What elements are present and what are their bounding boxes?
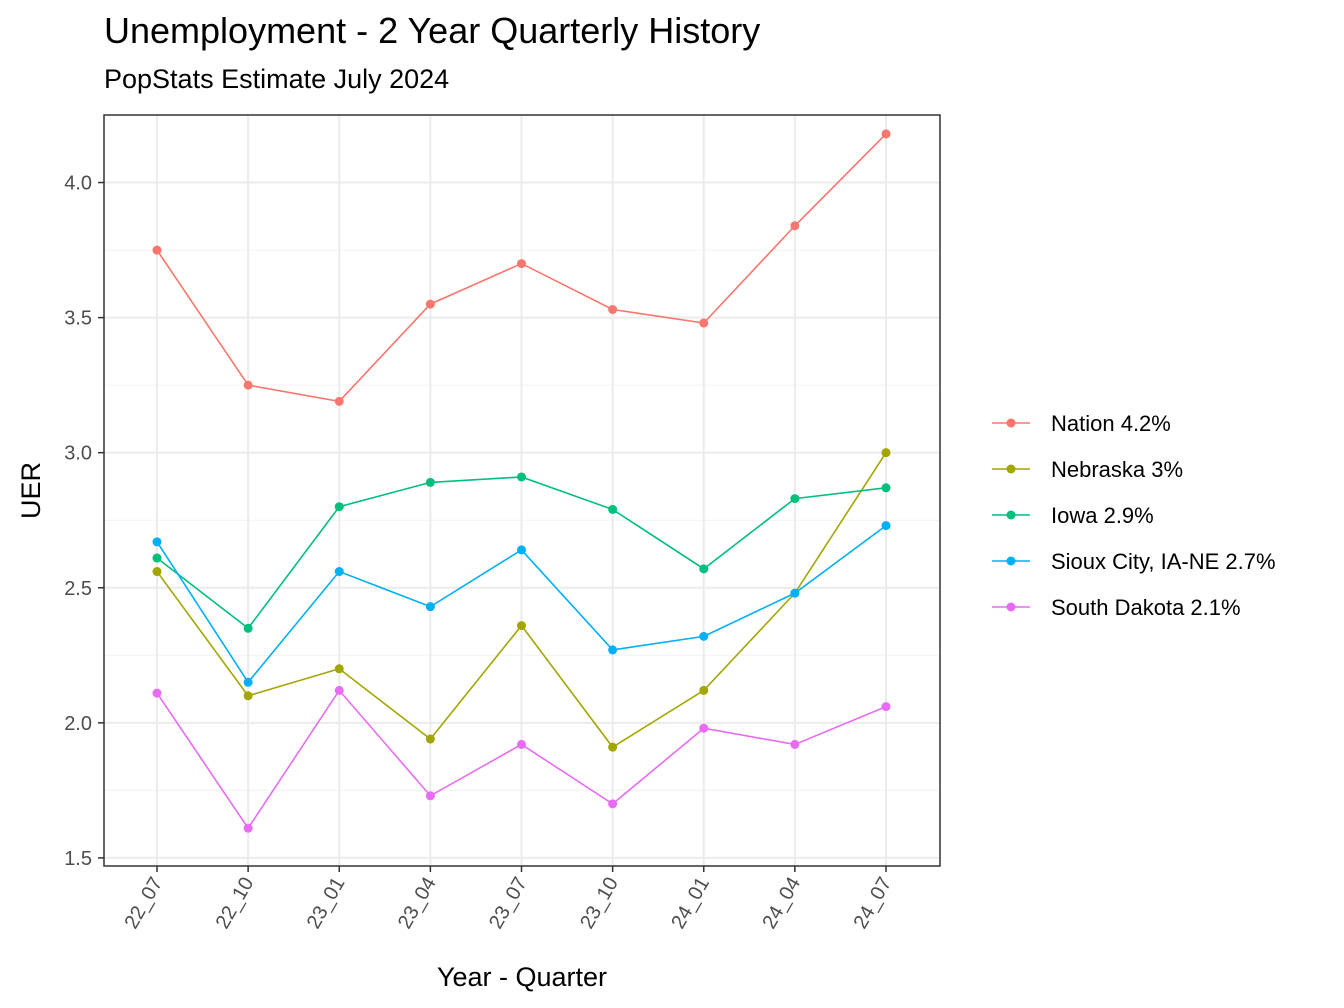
y-tick-label: 2.5 xyxy=(64,578,92,600)
data-point xyxy=(334,396,344,406)
y-tick-label: 2.0 xyxy=(64,713,92,735)
data-point xyxy=(334,567,344,577)
data-point xyxy=(881,448,891,458)
x-tick-label: 24_01 xyxy=(667,874,714,933)
x-tick-label: 22_10 xyxy=(212,874,259,933)
legend-key-point xyxy=(1006,602,1016,612)
legend-label: Iowa 2.9% xyxy=(1051,503,1154,528)
legend: Nation 4.2% Nebraska 3% Iowa 2.9% Sioux Cit… xyxy=(992,411,1276,620)
x-tick-label: 23_07 xyxy=(485,874,532,933)
x-tick-label: 24_07 xyxy=(849,874,896,933)
data-point xyxy=(152,537,162,547)
data-point xyxy=(790,588,800,598)
data-point xyxy=(243,677,253,687)
data-point xyxy=(699,723,709,733)
legend-label: Sioux City, IA-NE 2.7% xyxy=(1051,549,1276,574)
data-point xyxy=(243,623,253,633)
x-tick-label: 23_10 xyxy=(576,874,623,933)
data-point xyxy=(243,823,253,833)
x-axis-title: Year - Quarter xyxy=(437,962,607,992)
y-tick-label: 3.5 xyxy=(64,308,92,330)
legend-key-point xyxy=(1006,556,1016,566)
data-point xyxy=(699,564,709,574)
grid-layer xyxy=(104,115,940,866)
x-tick-label: 23_01 xyxy=(303,874,350,933)
data-point xyxy=(881,702,891,712)
data-point xyxy=(517,621,526,631)
data-point xyxy=(699,318,709,328)
data-point xyxy=(517,739,526,749)
y-tick-label: 3.0 xyxy=(64,443,92,465)
data-point xyxy=(152,245,162,255)
data-point xyxy=(425,602,435,612)
y-axis-title: UER xyxy=(16,462,46,519)
data-point xyxy=(243,691,253,701)
x-tick-label: 23_04 xyxy=(394,874,441,933)
axis-layer: 1.5 2.0 2.5 3.0 3.5 4.0 22_07 22_10 23_01 23_04 23… xyxy=(64,173,896,933)
chart-title: Unemployment - 2 Year Quarterly History xyxy=(104,10,761,51)
legend-label: Nation 4.2% xyxy=(1051,411,1171,436)
data-point xyxy=(790,739,800,749)
data-point xyxy=(790,494,800,504)
legend-key-point xyxy=(1006,418,1016,428)
data-point xyxy=(334,502,344,512)
data-point xyxy=(517,259,526,269)
legend-label: South Dakota 2.1% xyxy=(1051,595,1241,620)
data-point xyxy=(608,645,618,655)
data-point xyxy=(425,299,435,309)
data-point xyxy=(881,129,891,139)
data-point xyxy=(881,483,891,493)
data-point xyxy=(152,688,162,698)
data-point xyxy=(243,380,253,390)
data-point xyxy=(699,685,709,695)
data-point xyxy=(334,685,344,695)
chart-subtitle: PopStats Estimate July 2024 xyxy=(104,64,450,94)
series-layer xyxy=(152,129,891,833)
data-point xyxy=(152,553,162,563)
data-point xyxy=(425,791,435,801)
data-point xyxy=(517,545,526,555)
legend-key-point xyxy=(1006,510,1016,520)
y-tick-label: 1.5 xyxy=(64,848,92,870)
data-point xyxy=(425,734,435,744)
data-point xyxy=(608,799,618,809)
x-tick-label: 24_04 xyxy=(758,874,805,933)
data-point xyxy=(517,472,526,482)
x-tick-label: 22_07 xyxy=(120,874,167,933)
data-point xyxy=(152,567,162,577)
legend-label: Nebraska 3% xyxy=(1051,457,1183,482)
data-point xyxy=(608,504,618,514)
y-tick-label: 4.0 xyxy=(64,173,92,195)
legend-key-point xyxy=(1006,464,1016,474)
data-point xyxy=(881,521,891,531)
data-point xyxy=(790,221,800,231)
data-point xyxy=(608,305,618,315)
data-point xyxy=(425,477,435,487)
data-point xyxy=(334,664,344,674)
data-point xyxy=(699,631,709,641)
data-point xyxy=(608,742,618,752)
